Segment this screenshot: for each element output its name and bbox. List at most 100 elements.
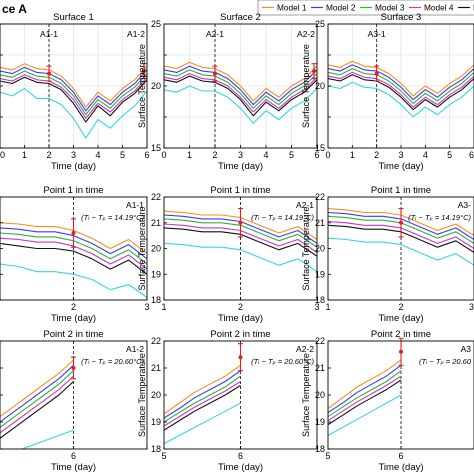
series-line-model-4 <box>0 375 74 434</box>
y-tick-label: 21 <box>151 363 161 373</box>
x-tick-label: 2 <box>212 150 217 160</box>
ir-errorbar <box>398 337 404 366</box>
series-line-model-3 <box>164 375 241 423</box>
chart-panel-r3c3: 5 6 18 19 20 21 22 Point 2 in time Time (day) Sur… <box>301 329 474 473</box>
x-tick-label: 2 <box>398 302 403 312</box>
y-tick-label: 22 <box>315 192 325 202</box>
panel-title: Point 1 in time <box>371 185 431 196</box>
y-tick-label: 15 <box>151 143 161 153</box>
y-tick-label: 18 <box>315 295 325 305</box>
annotation-label: A2-2 <box>296 344 314 354</box>
series-line-model-1 <box>164 61 317 102</box>
series-line-model-5 <box>0 242 147 275</box>
ir-errorbar <box>141 63 147 80</box>
series-line-model-5 <box>164 385 241 431</box>
series-line-model-2 <box>328 64 474 101</box>
annotation-label: (Tₗ − Tₚ = 20.60°C) <box>81 357 144 366</box>
chart-panel-r1c1: 0 1 2 3 4 5 6 Surface 1 Time (day) A1-1 A1-2 <box>0 12 150 172</box>
y-axis-label: Surface Temperature <box>137 353 147 437</box>
panel-title: Point 1 in time <box>43 185 103 196</box>
x-tick-label: 3 <box>238 150 243 160</box>
ir-point <box>213 71 217 76</box>
y-tick-label: 18 <box>151 444 161 454</box>
ir-errorbar <box>238 343 243 372</box>
x-tick-label: 2 <box>374 150 379 160</box>
panel-title: Point 2 in time <box>371 329 431 340</box>
ir-point <box>71 366 76 370</box>
x-tick-label: 0 <box>161 150 166 160</box>
series-line-model-4 <box>328 375 402 422</box>
series-line-model-1 <box>164 364 241 415</box>
series-line-model-1 <box>328 359 402 409</box>
chart-panel-r3c2: 5 6 18 19 20 21 22 Point 2 in time Time (day) Sur… <box>137 329 318 473</box>
series-line-model-3 <box>164 69 317 109</box>
series-line-model-4 <box>164 381 241 427</box>
panel-title: Point 2 in time <box>210 329 270 340</box>
annotation-label: (Tₗ − Tₚ = 14.19°C) <box>81 213 144 222</box>
series-line-model-3 <box>328 68 474 104</box>
x-tick-label: 6 <box>71 451 76 461</box>
y-tick-label: 21 <box>151 218 161 228</box>
y-tick-label: 20 <box>315 244 325 254</box>
annotation-label: A2-2 <box>297 29 315 39</box>
y-tick-label: 19 <box>151 417 161 427</box>
x-tick-label: 4 <box>95 150 100 160</box>
x-axis-label: Time (day) <box>218 313 263 324</box>
figure-title: ce A <box>2 2 27 16</box>
x-tick-label: 1 <box>325 302 330 312</box>
y-axis-label: Surface Temperature <box>301 353 311 437</box>
legend-label: Model 2 <box>326 3 356 13</box>
legend-label: Model 4 <box>424 3 454 13</box>
ir-point <box>312 69 316 74</box>
y-tick-label: 21 <box>315 218 325 228</box>
series-line-model-2 <box>0 66 147 112</box>
annotation-label: A2-1 <box>206 29 224 39</box>
x-tick-label: 6 <box>314 150 319 160</box>
x-axis-label: Time (day) <box>51 313 96 324</box>
series-line-model-2 <box>0 364 74 423</box>
annotation-label: A3 <box>461 344 472 354</box>
series-line-model-6 <box>164 242 317 273</box>
x-tick-label: 1 <box>350 150 355 160</box>
ir-errorbar <box>71 356 76 380</box>
series-line-model-2 <box>328 364 402 413</box>
series-line-model-3 <box>328 370 402 418</box>
x-tick-label: 3 <box>71 150 76 160</box>
y-tick-label: 20 <box>151 81 161 91</box>
y-tick-label: 20 <box>151 244 161 254</box>
x-axis-label: Time (day) <box>378 313 423 324</box>
x-tick-label: 3 <box>398 150 403 160</box>
series-line-model-5 <box>0 381 74 439</box>
annotation-label: A1-1 <box>40 29 58 39</box>
y-tick-label: 21 <box>315 363 325 373</box>
annotation-label: A2-1 <box>296 200 314 210</box>
x-tick-label: 6 <box>469 150 474 160</box>
series-line-model-5 <box>0 76 147 123</box>
x-tick-label: 4 <box>263 150 268 160</box>
annotation-label: A3-1 <box>368 29 386 39</box>
ir-errorbar <box>311 63 317 80</box>
legend-label: Model 1 <box>277 3 307 13</box>
x-tick-label: 3 <box>469 302 474 312</box>
x-tick-label: 4 <box>423 150 428 160</box>
panel-title: Surface 1 <box>53 12 94 23</box>
y-tick-label: 19 <box>315 417 325 427</box>
annotation-label: A1-1 <box>126 200 144 210</box>
annotation-label: (Tₗ − Tₚ = 14.19°C) <box>408 213 471 222</box>
series-line-model-6 <box>164 85 317 124</box>
series-line-model-6 <box>0 263 147 298</box>
series-line-model-5 <box>328 379 402 426</box>
legend-label: Model 3 <box>375 3 405 13</box>
annotation-label: (Tₗ − Tₚ = 20.60°C) <box>251 357 314 366</box>
ir-point <box>142 69 146 74</box>
y-tick-label: 25 <box>315 19 325 29</box>
series-line-model-4 <box>328 71 474 108</box>
series-line-model-2 <box>164 65 317 106</box>
ir-errorbar <box>374 65 380 82</box>
x-tick-label: 5 <box>289 150 294 160</box>
panel-title: Surface 2 <box>220 12 261 23</box>
y-tick-label: 19 <box>151 269 161 279</box>
